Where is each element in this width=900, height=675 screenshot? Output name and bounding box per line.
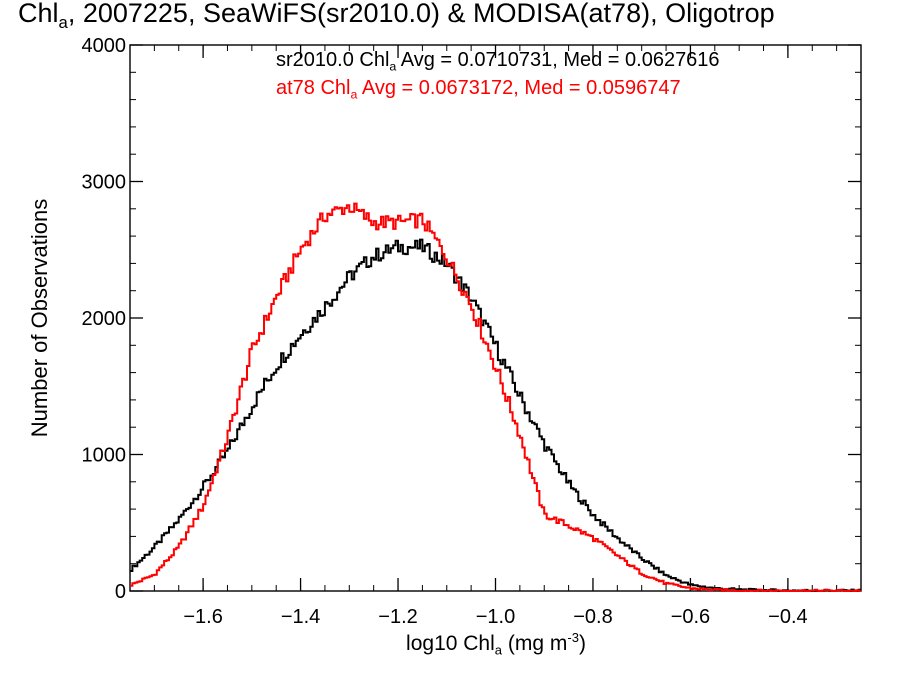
series-line-at78 xyxy=(130,202,861,592)
y-tick-label: 3000 xyxy=(82,172,127,194)
x-tick-label: −0.6 xyxy=(671,606,710,628)
chart-title: Chla, 2007225, SeaWiFS(sr2010.0) & MODIS… xyxy=(18,0,775,32)
series-line-sr2010-0 xyxy=(130,238,861,592)
x-tick-label: −1.4 xyxy=(281,606,320,628)
x-tick-label: −0.8 xyxy=(573,606,612,628)
y-tick-label: 0 xyxy=(115,581,126,603)
y-tick-label: 2000 xyxy=(82,308,127,330)
y-tick-label: 1000 xyxy=(82,445,127,467)
x-tick-label: −1.0 xyxy=(476,606,515,628)
x-tick-label: −0.4 xyxy=(768,606,807,628)
legend-entry-at78: at78 Chla Avg = 0.0673172, Med = 0.05967… xyxy=(276,77,681,102)
plot-frame xyxy=(129,44,862,592)
y-tick-label: 4000 xyxy=(82,35,127,57)
legend-entry-sr2010: sr2010.0 Chla Avg = 0.0710731, Med = 0.0… xyxy=(276,49,720,74)
x-tick-label: −1.2 xyxy=(378,606,417,628)
x-axis-label: log10 Chla (mg m-3) xyxy=(406,630,586,658)
x-tick-label: −1.6 xyxy=(183,606,222,628)
y-axis-label: Number of Observations xyxy=(27,198,52,438)
